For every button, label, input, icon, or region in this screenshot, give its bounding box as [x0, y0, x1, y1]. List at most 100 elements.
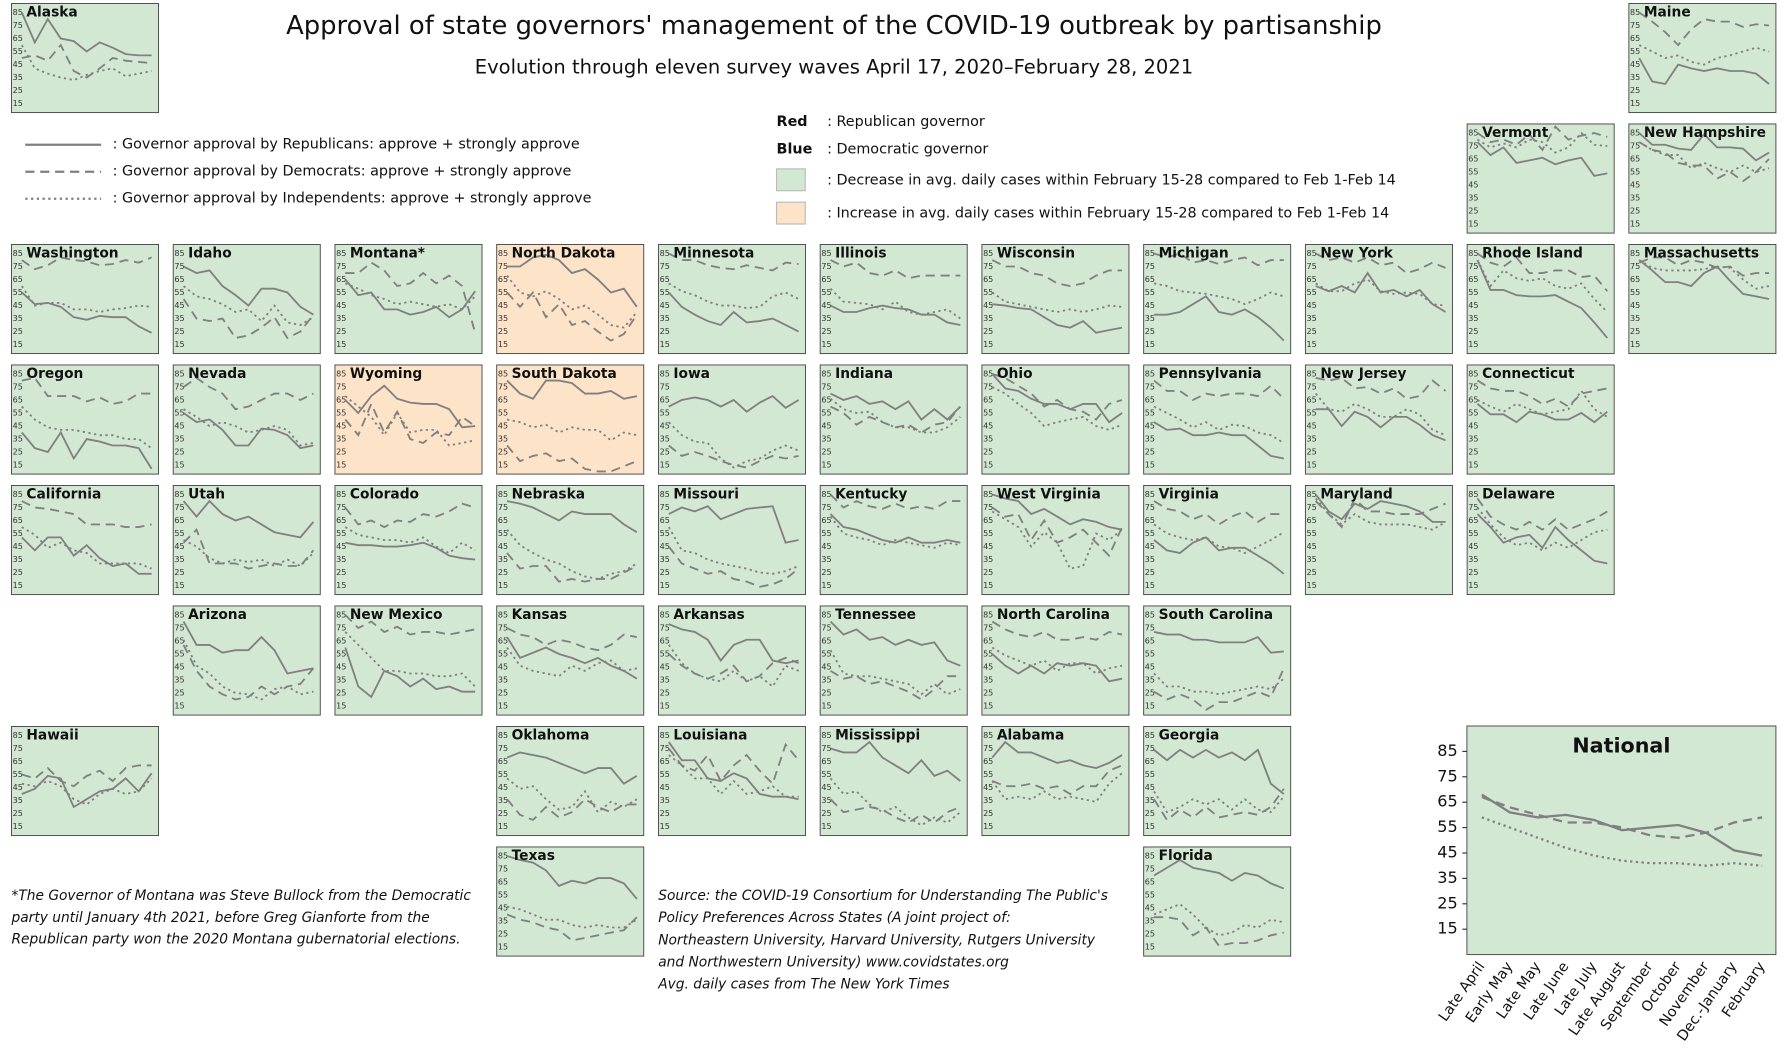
y-tick-label: 85: [13, 370, 23, 379]
y-tick-label: 75: [1468, 142, 1478, 151]
y-tick-label: 55: [13, 288, 23, 297]
y-tick-label: 35: [174, 555, 184, 564]
y-tick-label: 55: [821, 770, 831, 779]
y-tick-label: 15: [1145, 942, 1155, 951]
y-tick-label: 25: [336, 568, 346, 577]
y-tick-label: 75: [1437, 766, 1457, 785]
y-tick-label: 85: [660, 731, 670, 740]
series-line: [183, 265, 314, 316]
y-tick-label: 15: [1307, 340, 1317, 349]
y-tick-label: 75: [1145, 503, 1155, 512]
y-tick-label: 35: [13, 796, 23, 805]
y-tick-label: 45: [660, 542, 670, 551]
y-tick-label: 85: [1468, 129, 1478, 138]
y-tick-label: 65: [660, 757, 670, 766]
y-tick-label: 25: [13, 86, 23, 95]
y-tick-label: 35: [983, 796, 993, 805]
y-tick-label: 35: [174, 676, 184, 685]
series-line: [829, 649, 961, 696]
panel-title: North Dakota: [512, 246, 616, 262]
y-tick-label: 45: [174, 663, 184, 672]
y-tick-label: 55: [1468, 529, 1478, 538]
y-tick-label: 65: [13, 757, 23, 766]
y-tick-label: 45: [1630, 181, 1640, 190]
panel-title: Kentucky: [835, 487, 907, 503]
y-tick-label: 55: [174, 409, 184, 418]
y-tick-label: 25: [821, 809, 831, 818]
y-tick-label: 45: [983, 783, 993, 792]
y-tick-label: 25: [336, 689, 346, 698]
y-tick-label: 15: [1630, 99, 1640, 108]
panel-title: Maine: [1644, 5, 1691, 21]
y-tick-label: 75: [983, 503, 993, 512]
panel: [1143, 485, 1292, 596]
panel-title: Nebraska: [512, 487, 585, 503]
y-tick-label: 55: [498, 650, 508, 659]
y-tick-label: 85: [821, 611, 831, 620]
y-tick-label: 15: [821, 822, 831, 831]
y-tick-label: 25: [498, 930, 508, 939]
footnote: *The Governor of Montana was Steve Bullo…: [11, 888, 471, 904]
y-tick-label: 35: [1468, 555, 1478, 564]
y-tick-label: 35: [1307, 555, 1317, 564]
y-tick-label: 55: [1630, 288, 1640, 297]
y-tick-label: 35: [498, 676, 508, 685]
series-line: [1154, 916, 1284, 947]
series-line: [1476, 141, 1608, 177]
series-line: [21, 376, 152, 405]
y-tick-label: 75: [821, 262, 831, 271]
y-tick-label: 35: [660, 555, 670, 564]
y-tick-label: 65: [1145, 757, 1155, 766]
y-tick-label: 45: [336, 422, 346, 431]
y-tick-label: 85: [13, 731, 23, 740]
y-tick-label: 45: [174, 422, 184, 431]
y-tick-label: 85: [1307, 490, 1317, 499]
panel: [981, 364, 1130, 475]
source: Avg. daily cases from The New York Times: [657, 977, 949, 993]
y-tick-label: 25: [1307, 448, 1317, 457]
series-line: [1153, 421, 1284, 460]
y-tick-label: 15: [1468, 581, 1478, 590]
y-tick-label: 45: [1145, 422, 1155, 431]
y-tick-label: 65: [1307, 516, 1317, 525]
panel-title: New Mexico: [350, 607, 443, 623]
y-tick-label: 25: [13, 809, 23, 818]
y-tick-label: 75: [983, 262, 993, 271]
series-line: [1476, 252, 1608, 292]
series-line: [667, 526, 799, 575]
y-tick-label: 35: [1630, 314, 1640, 323]
y-tick-label: 65: [1630, 155, 1640, 164]
y-tick-label: 55: [983, 288, 993, 297]
y-tick-label: 15: [1630, 219, 1640, 228]
series-line: [991, 493, 1123, 531]
y-tick-label: 55: [13, 529, 23, 538]
y-tick-label: 75: [660, 262, 670, 271]
y-tick-label: 55: [821, 409, 831, 418]
panel-title: North Carolina: [997, 607, 1110, 623]
y-tick-label: 25: [983, 448, 993, 457]
y-tick-label: 35: [983, 435, 993, 444]
y-tick-label: 45: [498, 783, 508, 792]
y-tick-label: 65: [821, 637, 831, 646]
panel: [11, 485, 159, 596]
case-swatch: [775, 168, 806, 192]
y-tick-label: 15: [13, 460, 23, 469]
series-line: [507, 253, 638, 308]
y-tick-label: 45: [1468, 181, 1478, 190]
panel: [981, 605, 1130, 716]
panel: [657, 244, 806, 355]
y-tick-label: 65: [498, 757, 508, 766]
y-tick-label: 35: [1468, 435, 1478, 444]
panel-title: Louisiana: [673, 728, 747, 744]
y-tick-label: 75: [1145, 624, 1155, 633]
y-tick-label: 65: [1468, 516, 1478, 525]
y-tick-label: 75: [174, 624, 184, 633]
y-tick-label: 65: [336, 516, 346, 525]
series-line: [1638, 141, 1770, 173]
y-tick-label: 15: [1145, 701, 1155, 710]
series-line: [829, 620, 961, 667]
y-tick-label: 65: [498, 275, 508, 284]
series-line: [991, 291, 1123, 313]
panel-title: Connecticut: [1482, 366, 1575, 382]
source: Northeastern University, Harvard Univers…: [658, 932, 1096, 948]
